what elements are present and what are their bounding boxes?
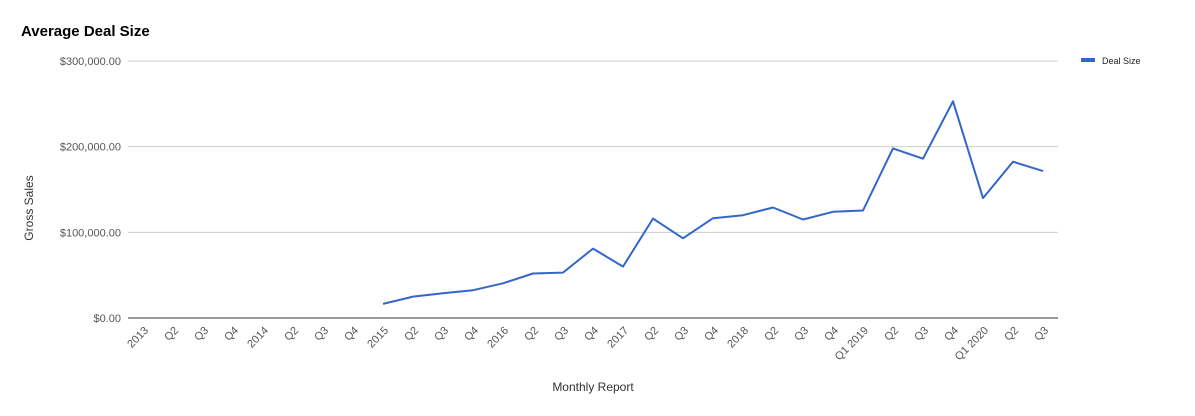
- series-layer: [382, 100, 1044, 305]
- chart-title: Average Deal Size: [21, 23, 150, 40]
- x-tick-label: Q3: [432, 325, 451, 344]
- x-tick-label: Q2: [282, 325, 301, 344]
- gridlines: [128, 60, 1058, 319]
- x-tick-label: 2017: [605, 325, 631, 351]
- series-line-deal-size[interactable]: [382, 100, 1044, 305]
- x-tick-label: Q3: [192, 325, 211, 344]
- x-axis-title: Monthly Report: [552, 380, 634, 394]
- x-tick-label: Q2: [522, 325, 541, 344]
- x-tick-label: Q4: [342, 325, 361, 344]
- x-tick-label: 2014: [245, 325, 271, 351]
- x-tick-label: Q3: [672, 325, 691, 344]
- y-axis-ticks: $0.00 $100,000.00 $200,000.00 $300,000.00: [60, 56, 121, 325]
- x-tick-label: Q2: [762, 325, 781, 344]
- x-tick-label: Q4: [222, 325, 241, 344]
- x-tick-label: Q1 2019: [833, 325, 871, 363]
- x-tick-label: Q1 2020: [953, 325, 991, 363]
- y-tick-label: $300,000.00: [60, 56, 121, 68]
- x-axis-ticks: 2013 Q2 Q3 Q4 2014 Q2 Q3 Q4 2015 Q2 Q3 Q4 2016 Q2 Q3 Q4…: [125, 325, 1051, 363]
- x-tick-label: Q2: [1002, 325, 1021, 344]
- x-tick-label: Q4: [822, 325, 841, 344]
- legend-swatch: [1081, 58, 1095, 62]
- x-tick-label: 2015: [365, 325, 391, 351]
- x-tick-label: Q3: [792, 325, 811, 344]
- y-tick-label: $0.00: [93, 313, 121, 325]
- x-tick-label: Q4: [942, 325, 961, 344]
- x-tick-label: 2018: [725, 325, 751, 351]
- x-tick-label: Q4: [702, 325, 721, 344]
- y-tick-label: $200,000.00: [60, 142, 121, 154]
- x-tick-label: Q4: [582, 325, 601, 344]
- x-tick-label: Q2: [882, 325, 901, 344]
- x-tick-label: Q3: [552, 325, 571, 344]
- x-tick-label: Q3: [1032, 325, 1051, 344]
- x-tick-label: Q3: [312, 325, 331, 344]
- x-tick-label: 2016: [485, 325, 511, 351]
- x-tick-label: Q4: [462, 325, 481, 344]
- y-axis-title: Gross Sales: [22, 175, 36, 240]
- x-tick-label: Q3: [912, 325, 931, 344]
- y-tick-label: $100,000.00: [60, 227, 121, 239]
- x-tick-label: Q2: [162, 325, 181, 344]
- x-tick-label: 2013: [125, 325, 151, 351]
- x-tick-label: Q2: [642, 325, 661, 344]
- legend-label: Deal Size: [1102, 56, 1141, 66]
- x-tick-label: Q2: [402, 325, 421, 344]
- legend[interactable]: Deal Size: [1081, 56, 1141, 66]
